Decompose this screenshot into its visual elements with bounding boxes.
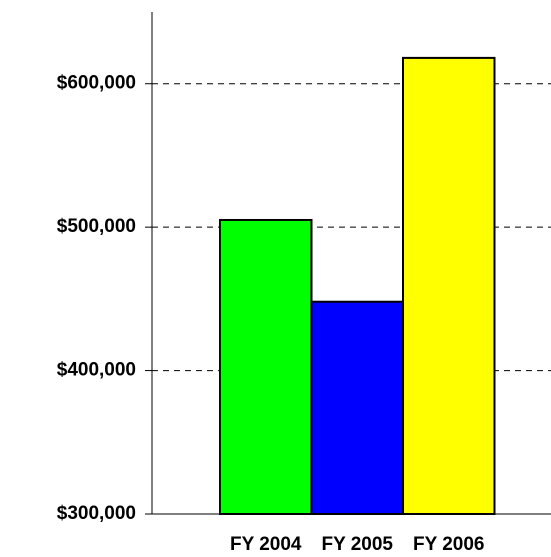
x-tick-label: FY 2006: [413, 534, 484, 555]
y-tick-label: $500,000: [57, 216, 136, 237]
y-tick-label: $300,000: [57, 503, 136, 524]
x-tick-label: FY 2004: [230, 534, 302, 555]
y-tick-label: $400,000: [57, 360, 136, 381]
y-tick-label: $600,000: [57, 73, 136, 94]
bar: [310, 300, 404, 515]
x-tick-label: FY 2005: [322, 534, 394, 555]
bar: [402, 56, 496, 515]
bar: [219, 218, 313, 515]
